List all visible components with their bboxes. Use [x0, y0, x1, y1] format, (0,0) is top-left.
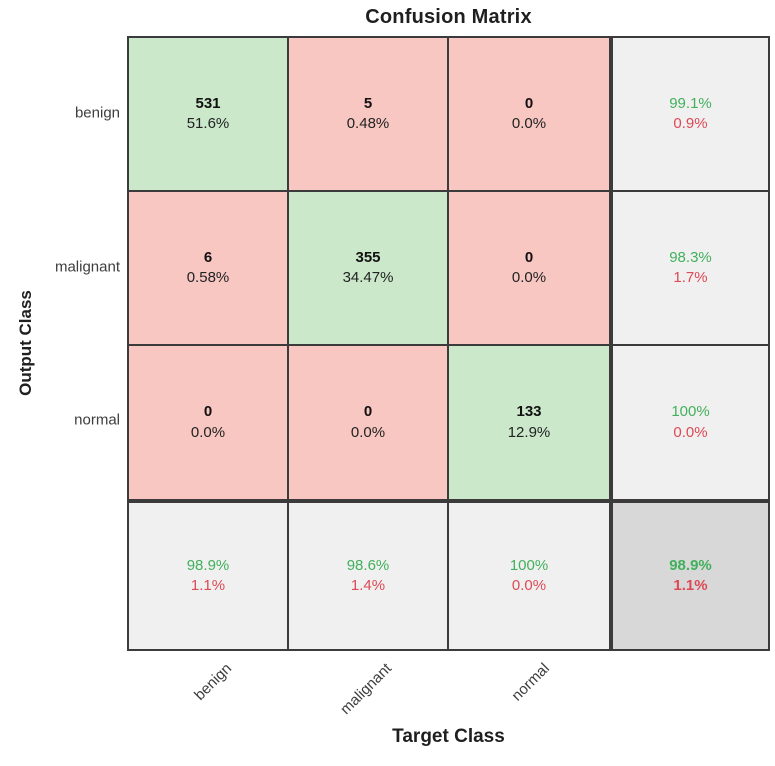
- matrix-cell-r2c0: 0 0.0%: [129, 346, 289, 499]
- matrix-cell-r1c2: 0 0.0%: [449, 192, 609, 346]
- cell-count: 5: [363, 94, 373, 112]
- cell-count: 0: [203, 403, 213, 421]
- summary-negative-percent: 0.0%: [673, 423, 708, 441]
- summary-positive-percent: 98.9%: [186, 556, 230, 574]
- cell-percent: 0.0%: [350, 423, 386, 441]
- matrix-cell-r1c1: 355 34.47%: [289, 192, 449, 346]
- cell-count: 0: [524, 248, 534, 266]
- cell-count: 531: [195, 94, 221, 112]
- cell-count: 0: [363, 403, 373, 421]
- cell-percent: 12.9%: [507, 423, 551, 441]
- col-summary-cell-c0: 98.9% 1.1%: [129, 499, 289, 649]
- overall-accuracy-percent: 98.9%: [669, 556, 712, 574]
- cell-count: 0: [524, 94, 534, 112]
- chart-title: Confusion Matrix: [365, 6, 532, 28]
- matrix-cell-r0c2: 0 0.0%: [449, 38, 609, 192]
- cell-percent: 0.48%: [346, 115, 390, 132]
- cell-count: 355: [355, 248, 381, 266]
- row-summary-cell-r2: 100% 0.0%: [609, 346, 768, 499]
- summary-positive-percent: 100%: [509, 556, 549, 574]
- y-axis-label: Output Class: [16, 290, 35, 396]
- cell-percent: 0.58%: [186, 269, 230, 286]
- overall-accuracy-cell: 98.9% 1.1%: [609, 499, 768, 649]
- cell-percent: 0.0%: [511, 269, 547, 286]
- matrix-cell-r2c2: 133 12.9%: [449, 346, 609, 499]
- y-tick-normal: normal: [74, 411, 120, 429]
- col-summary-cell-c1: 98.6% 1.4%: [289, 499, 449, 649]
- summary-negative-percent: 1.4%: [350, 577, 386, 594]
- matrix-cell-r0c0: 531 51.6%: [129, 38, 289, 192]
- summary-positive-percent: 99.1%: [669, 94, 712, 112]
- y-tick-benign: benign: [74, 104, 120, 122]
- summary-negative-percent: 0.9%: [673, 115, 708, 132]
- col-summary-cell-c2: 100% 0.0%: [449, 499, 609, 649]
- cell-percent: 0.0%: [511, 115, 547, 132]
- summary-negative-percent: 1.1%: [190, 577, 226, 594]
- overall-error-percent: 1.1%: [673, 577, 708, 594]
- summary-negative-percent: 1.7%: [673, 269, 708, 286]
- matrix-cell-r0c1: 5 0.48%: [289, 38, 449, 192]
- summary-positive-percent: 98.6%: [346, 556, 390, 574]
- matrix-cell-r1c0: 6 0.58%: [129, 192, 289, 346]
- summary-positive-percent: 100%: [671, 403, 710, 421]
- cell-count: 6: [203, 248, 213, 266]
- confusion-matrix-grid: 531 51.6% 5 0.48% 0 0.0% 99.1% 0.9% 6 0.…: [127, 36, 770, 651]
- x-tick-benign: benign: [191, 660, 236, 704]
- matrix-cell-r2c1: 0 0.0%: [289, 346, 449, 499]
- cell-percent: 0.0%: [190, 423, 226, 441]
- cell-percent: 51.6%: [186, 115, 230, 132]
- cell-percent: 34.47%: [342, 269, 394, 286]
- row-summary-cell-r1: 98.3% 1.7%: [609, 192, 768, 346]
- x-axis-label: Target Class: [392, 726, 505, 747]
- summary-negative-percent: 0.0%: [511, 577, 547, 594]
- cell-count: 133: [516, 403, 542, 421]
- y-tick-malignant: malignant: [54, 258, 120, 276]
- row-summary-cell-r0: 99.1% 0.9%: [609, 38, 768, 192]
- x-tick-malignant: malignant: [337, 660, 396, 719]
- x-tick-normal: normal: [508, 660, 554, 705]
- summary-positive-percent: 98.3%: [669, 248, 712, 266]
